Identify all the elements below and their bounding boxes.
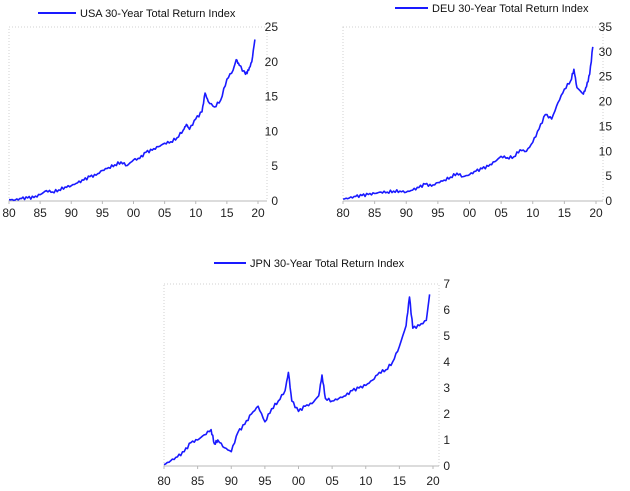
deu-y-tick-label: 15 (599, 119, 613, 133)
deu-chart: DEU 30-Year Total Return Index 80 85 90 95 0… (336, 3, 612, 220)
jpn-x-tick-label: 20 (426, 474, 440, 488)
usa-x-tick-label: 85 (33, 206, 47, 220)
jpn-x-ticks: 80 85 90 95 00 05 10 15 20 (157, 466, 440, 488)
usa-y-tick-label: 10 (265, 124, 279, 138)
jpn-x-tick-label: 15 (393, 474, 407, 488)
usa-y-tick-label: 20 (265, 55, 279, 69)
jpn-plot-frame (163, 283, 440, 467)
usa-x-tick-label: 00 (127, 206, 141, 220)
jpn-x-tick-label: 10 (359, 474, 373, 488)
deu-x-tick-label: 85 (368, 206, 382, 220)
usa-x-tick-label: 90 (65, 206, 79, 220)
usa-y-tick-label: 25 (265, 20, 279, 34)
jpn-y-tick-label: 7 (443, 277, 450, 291)
deu-x-tick-label: 90 (400, 206, 414, 220)
deu-y-tick-label: 30 (599, 45, 613, 59)
jpn-series-line (163, 294, 431, 466)
jpn-legend-label: JPN 30-Year Total Return Index (250, 258, 405, 270)
deu-x-tick-label: 15 (558, 206, 572, 220)
deu-y-tick-label: 10 (599, 144, 613, 158)
usa-x-tick-label: 15 (220, 206, 234, 220)
deu-x-tick-label: 20 (589, 206, 603, 220)
jpn-x-tick-label: 85 (191, 474, 205, 488)
usa-y-tick-label: 0 (271, 194, 278, 208)
deu-y-tick-label: 35 (599, 20, 613, 34)
deu-x-tick-label: 80 (336, 206, 350, 220)
deu-y-ticks: 0 5 10 15 20 25 30 35 (599, 20, 613, 208)
deu-plot-frame (342, 26, 604, 202)
jpn-y-tick-label: 4 (443, 355, 450, 369)
deu-series-line (342, 46, 594, 200)
deu-x-tick-label: 10 (526, 206, 540, 220)
deu-x-tick-label: 05 (494, 206, 508, 220)
usa-y-tick-label: 15 (265, 90, 279, 104)
jpn-y-tick-label: 6 (443, 303, 450, 317)
jpn-y-ticks: 0 1 2 3 4 5 6 7 (443, 277, 450, 473)
usa-x-tick-label: 20 (251, 206, 265, 220)
usa-plot-frame (8, 26, 268, 202)
jpn-y-tick-label: 1 (443, 433, 450, 447)
jpn-x-tick-label: 80 (157, 474, 171, 488)
usa-x-tick-label: 10 (189, 206, 203, 220)
usa-x-tick-label: 95 (96, 206, 110, 220)
jpn-y-tick-label: 2 (443, 407, 450, 421)
deu-y-tick-label: 5 (605, 169, 612, 183)
usa-x-tick-label: 05 (158, 206, 172, 220)
jpn-y-tick-label: 0 (443, 459, 450, 473)
usa-chart: USA 30-Year Total Return Index 80 85 90 95 0… (2, 8, 278, 220)
deu-y-tick-label: 25 (599, 70, 613, 84)
usa-x-ticks: 80 85 90 95 00 05 10 15 20 (2, 201, 265, 220)
jpn-x-tick-label: 05 (325, 474, 339, 488)
deu-x-ticks: 80 85 90 95 00 05 10 15 20 (336, 201, 603, 220)
deu-x-tick-label: 95 (431, 206, 445, 220)
usa-series-line (8, 39, 256, 202)
deu-y-tick-label: 20 (599, 95, 613, 109)
deu-x-tick-label: 00 (463, 206, 477, 220)
jpn-x-tick-label: 90 (225, 474, 239, 488)
jpn-chart: JPN 30-Year Total Return Index 80 85 90 95 0… (157, 258, 450, 488)
usa-x-tick-label: 80 (2, 206, 16, 220)
usa-legend-label: USA 30-Year Total Return Index (80, 8, 236, 20)
jpn-x-tick-label: 00 (292, 474, 306, 488)
usa-y-tick-label: 5 (271, 159, 278, 173)
deu-legend-label: DEU 30-Year Total Return Index (432, 3, 589, 15)
deu-y-tick-label: 0 (605, 194, 612, 208)
usa-y-ticks: 0 5 10 15 20 25 (265, 20, 279, 208)
jpn-y-tick-label: 3 (443, 381, 450, 395)
jpn-x-tick-label: 95 (258, 474, 272, 488)
jpn-y-tick-label: 5 (443, 329, 450, 343)
